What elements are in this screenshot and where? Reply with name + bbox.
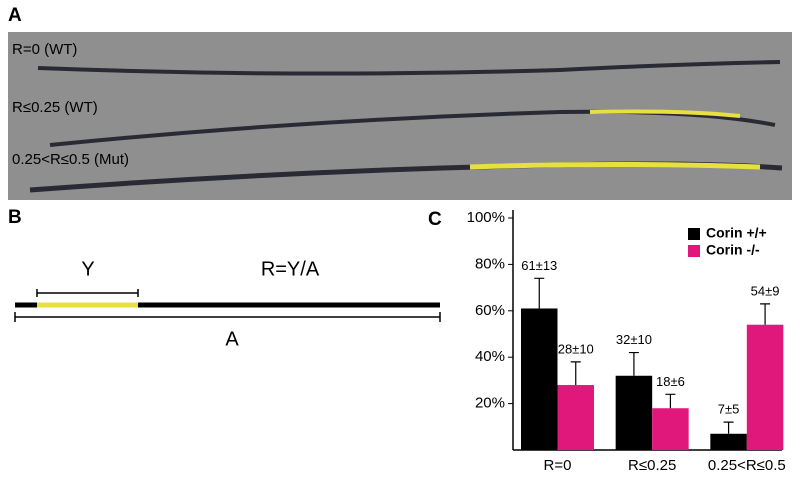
hair-yellow — [469, 162, 761, 170]
y-label: Y — [81, 258, 94, 280]
legend-swatch — [688, 228, 700, 240]
bar — [746, 324, 784, 450]
y-tick-label: 20% — [475, 395, 505, 412]
value-label: 28±10 — [558, 341, 594, 356]
photo-background — [8, 32, 792, 200]
panel-letter: A — [8, 5, 22, 26]
value-label: 7±5 — [718, 402, 740, 417]
strand-label: R=0 (WT) — [12, 41, 77, 58]
strand-label: R≤0.25 (WT) — [12, 99, 98, 116]
value-label: 54±9 — [751, 283, 780, 298]
bar — [615, 375, 653, 450]
y-tick-label: 40% — [475, 348, 505, 365]
bar — [710, 433, 747, 450]
error-bar — [760, 303, 771, 325]
y-bracket — [36, 289, 139, 297]
error-bar — [534, 277, 545, 309]
legend-label: Corin +/+ — [706, 225, 767, 241]
hair-strand — [37, 60, 781, 76]
y-tick-label: 60% — [475, 302, 505, 319]
a-label: A — [225, 328, 239, 350]
value-label: 18±6 — [656, 374, 685, 389]
bar — [557, 385, 594, 450]
hair-yellow — [589, 109, 741, 118]
a-bracket — [14, 312, 441, 322]
legend-swatch — [688, 245, 700, 257]
x-tick-label: R≤0.25 — [628, 457, 676, 474]
error-bar — [628, 351, 639, 376]
hair-strand — [49, 109, 776, 147]
x-tick-label: R=0 — [544, 457, 572, 474]
panel-letter: B — [8, 207, 22, 228]
error-bar — [723, 421, 734, 434]
error-bar — [570, 361, 581, 386]
value-label: 32±10 — [616, 332, 652, 347]
ratio-label: R=Y/A — [261, 258, 320, 280]
y-tick-label: 100% — [467, 209, 505, 226]
error-bar — [665, 393, 676, 409]
panel-letter: C — [428, 209, 442, 230]
x-tick-label: 0.25<R≤0.5 — [708, 457, 786, 474]
value-label: 61±13 — [521, 258, 557, 273]
y-tick-label: 80% — [475, 255, 505, 272]
legend-label: Corin -/- — [706, 242, 760, 258]
bar — [652, 408, 689, 450]
bar — [521, 308, 558, 450]
strand-label: 0.25<R≤0.5 (Mut) — [12, 151, 129, 168]
